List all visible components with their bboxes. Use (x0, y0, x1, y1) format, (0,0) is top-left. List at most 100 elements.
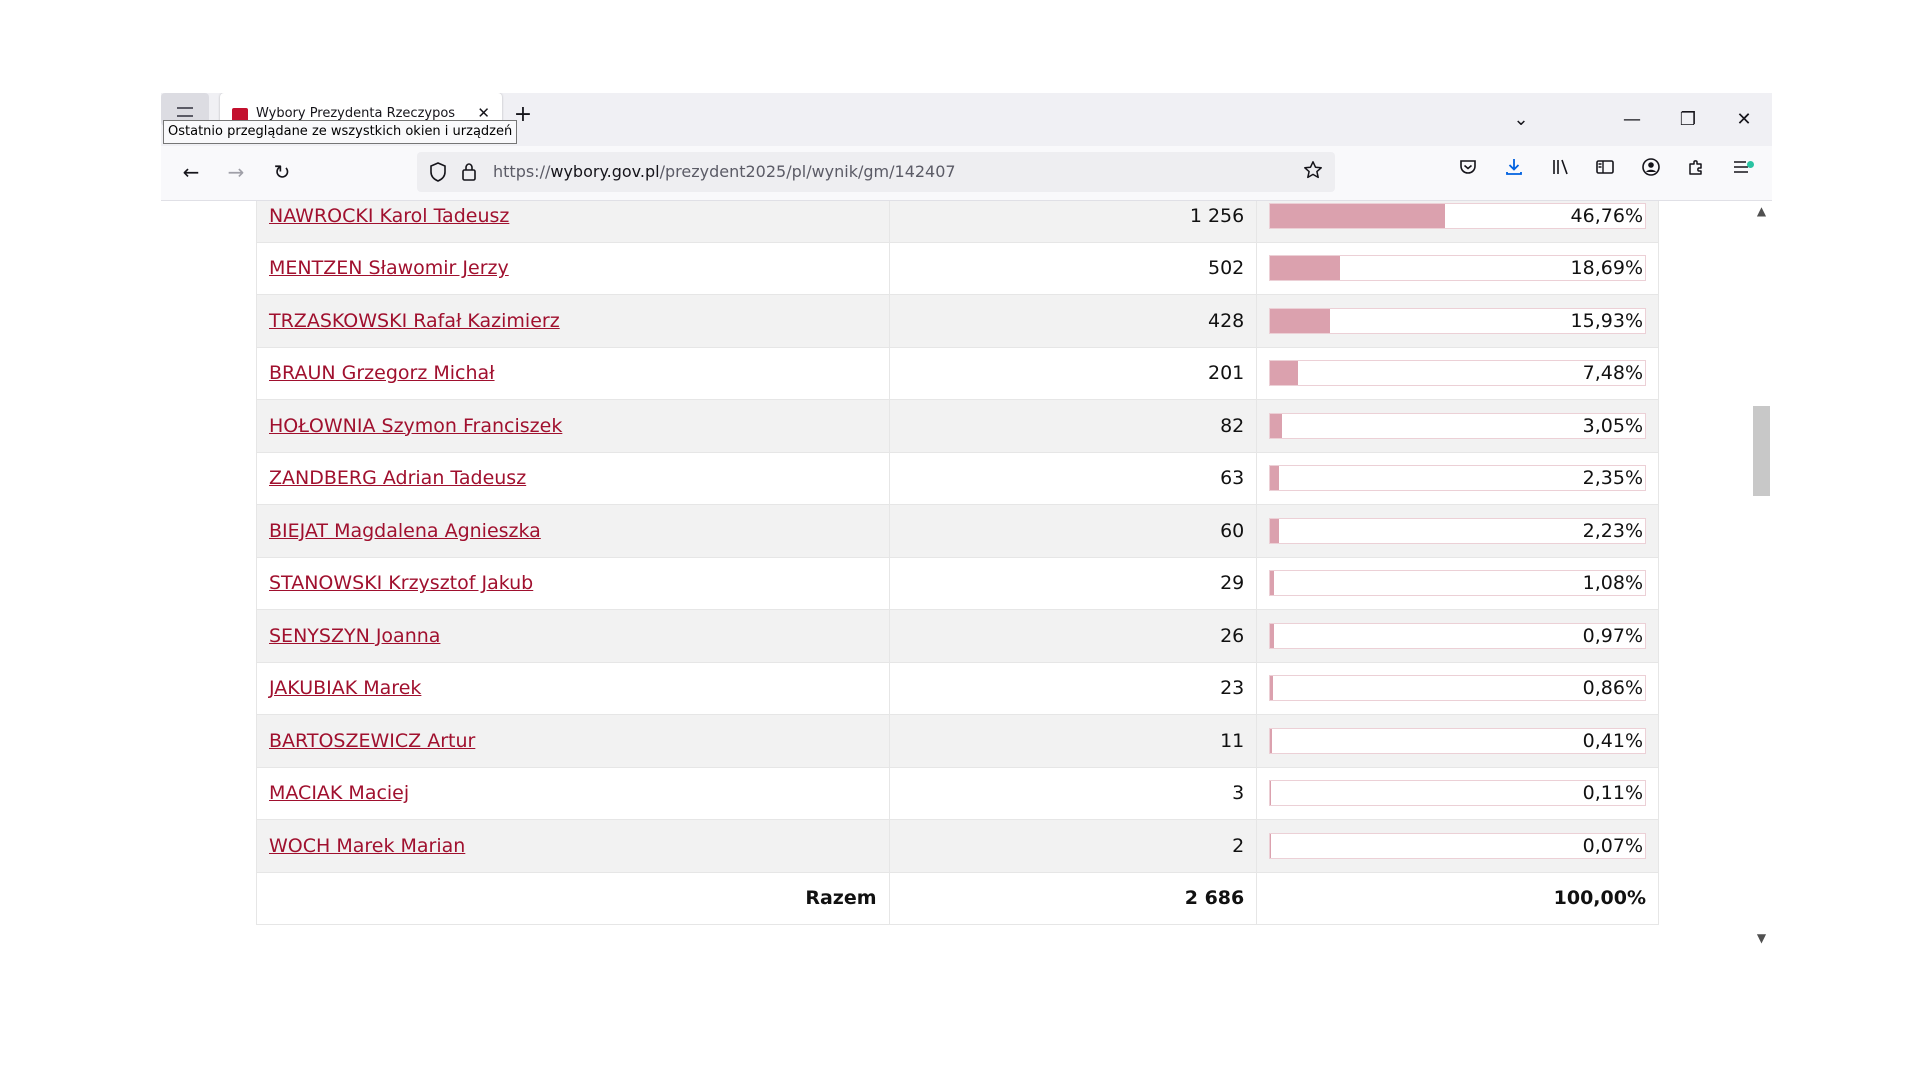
candidate-link[interactable]: STANOWSKI Krzysztof Jakub (269, 572, 534, 595)
scroll-up-icon[interactable]: ▲ (1756, 204, 1767, 218)
candidate-name-cell: WOCH Marek Marian (256, 819, 890, 873)
firefox-view-icon (177, 107, 193, 117)
candidate-link[interactable]: MENTZEN Sławomir Jerzy (269, 257, 509, 280)
percent-cell: 0,11% (1256, 766, 1659, 820)
percent-bar-fill (1270, 466, 1280, 491)
percent-bar-fill (1270, 728, 1272, 753)
votes-cell: 428 (888, 294, 1258, 348)
candidate-link[interactable]: WOCH Marek Marian (269, 834, 466, 857)
percent-bar: 0,11% (1269, 780, 1646, 807)
percent-bar: 15,93% (1269, 307, 1646, 334)
candidate-name-cell: SENYSZYN Joanna (256, 609, 890, 663)
close-window-button[interactable]: ✕ (1736, 109, 1752, 130)
percent-cell: 18,69% (1256, 241, 1659, 295)
percent-label: 18,69% (1570, 257, 1643, 280)
percent-cell: 2,23% (1256, 504, 1659, 558)
total-percent: 100,00% (1256, 871, 1659, 925)
tab-close-icon[interactable]: ✕ (477, 104, 490, 122)
url-domain: wybory.gov.pl (550, 162, 660, 181)
tab-strip: Wybory Prezydenta Rzeczypospolitej ✕ + O… (161, 93, 1772, 146)
sidebar-icon[interactable] (1590, 157, 1620, 187)
candidate-link[interactable]: JAKUBIAK Marek (269, 677, 422, 700)
percent-bar: 18,69% (1269, 255, 1646, 282)
new-tab-button[interactable]: + (513, 102, 533, 127)
percent-label: 2,35% (1582, 467, 1643, 490)
tooltip: Ostatnio przeglądane ze wszystkich okien… (163, 120, 518, 144)
url-bar[interactable]: https://wybory.gov.pl/prezydent2025/pl/w… (417, 152, 1335, 192)
percent-cell: 2,35% (1256, 451, 1659, 505)
percent-bar: 2,35% (1269, 465, 1646, 492)
bookmark-star-icon[interactable] (1301, 160, 1325, 184)
scroll-down-icon[interactable]: ▼ (1756, 931, 1767, 945)
percent-bar: 3,05% (1269, 412, 1646, 439)
candidate-name-cell: MACIAK Maciej (256, 766, 890, 820)
percent-bar: 0,86% (1269, 675, 1646, 702)
candidate-link[interactable]: SENYSZYN Joanna (269, 624, 441, 647)
minimize-button[interactable]: — (1623, 109, 1641, 130)
percent-bar-fill (1270, 676, 1274, 701)
votes-cell: 29 (888, 556, 1258, 610)
votes-cell: 2 (888, 819, 1258, 873)
table-row: SENYSZYN Joanna 26 0,97% (256, 609, 1659, 663)
candidate-name-cell: MENTZEN Sławomir Jerzy (256, 241, 890, 295)
percent-bar-fill (1270, 518, 1279, 543)
navigation-toolbar: ← → ↻ https://wybory.gov.pl/prezydent202… (161, 146, 1772, 201)
account-icon[interactable] (1636, 157, 1666, 187)
back-button[interactable]: ← (182, 160, 200, 184)
percent-bar: 7,48% (1269, 360, 1646, 387)
candidate-link[interactable]: MACIAK Maciej (269, 782, 410, 805)
url-path: /prezydent2025/pl/wynik/gm/142407 (659, 162, 956, 181)
percent-bar: 1,08% (1269, 570, 1646, 597)
library-icon[interactable] (1545, 157, 1575, 187)
percent-label: 0,41% (1582, 729, 1643, 752)
percent-bar: 2,23% (1269, 517, 1646, 544)
forward-button[interactable]: → (227, 160, 245, 184)
percent-bar: 46,76% (1269, 202, 1646, 229)
maximize-button[interactable]: ❐ (1679, 109, 1697, 130)
candidate-name-cell: HOŁOWNIA Szymon Franciszek (256, 399, 890, 453)
results-table: NAWROCKI Karol Tadeusz 1 256 46,76% MENTZEN… (256, 201, 1659, 925)
lock-icon[interactable] (459, 162, 479, 182)
downloads-icon[interactable] (1499, 157, 1529, 187)
candidate-link[interactable]: NAWROCKI Karol Tadeusz (269, 204, 510, 227)
votes-cell: 82 (888, 399, 1258, 453)
candidate-name-cell: BARTOSZEWICZ Artur (256, 714, 890, 768)
tab-title: Wybory Prezydenta Rzeczypospolitej (256, 106, 456, 121)
votes-cell: 502 (888, 241, 1258, 295)
percent-label: 0,07% (1582, 834, 1643, 857)
percent-bar-fill (1270, 361, 1299, 386)
table-row: ZANDBERG Adrian Tadeusz 63 2,35% (256, 451, 1659, 505)
percent-cell: 7,48% (1256, 346, 1659, 400)
reload-button[interactable]: ↻ (273, 160, 291, 184)
percent-cell: 0,97% (1256, 609, 1659, 663)
candidate-link[interactable]: TRZASKOWSKI Rafał Kazimierz (269, 309, 560, 332)
candidate-link[interactable]: HOŁOWNIA Szymon Franciszek (269, 414, 563, 437)
table-row: BRAUN Grzegorz Michał 201 7,48% (256, 346, 1659, 400)
pocket-icon[interactable] (1453, 157, 1483, 187)
votes-cell: 201 (888, 346, 1258, 400)
list-all-tabs-button[interactable]: ⌄ (1513, 109, 1529, 130)
candidate-link[interactable]: ZANDBERG Adrian Tadeusz (269, 467, 527, 490)
percent-label: 3,05% (1582, 414, 1643, 437)
table-row: WOCH Marek Marian 2 0,07% (256, 819, 1659, 873)
percent-label: 15,93% (1570, 309, 1643, 332)
votes-cell: 1 256 (888, 201, 1258, 243)
candidate-link[interactable]: BIEJAT Magdalena Agnieszka (269, 519, 541, 542)
table-row: MENTZEN Sławomir Jerzy 502 18,69% (256, 241, 1659, 295)
candidate-link[interactable]: BRAUN Grzegorz Michał (269, 362, 495, 385)
candidate-link[interactable]: BARTOSZEWICZ Artur (269, 729, 476, 752)
table-row: MACIAK Maciej 3 0,11% (256, 766, 1659, 820)
votes-cell: 60 (888, 504, 1258, 558)
vertical-scrollbar[interactable]: ▲ ▼ (1751, 201, 1772, 948)
candidate-name-cell: ZANDBERG Adrian Tadeusz (256, 451, 890, 505)
scrollbar-thumb[interactable] (1753, 406, 1770, 496)
candidate-name-cell: BRAUN Grzegorz Michał (256, 346, 890, 400)
shield-icon[interactable] (428, 162, 448, 182)
percent-cell: 0,07% (1256, 819, 1659, 873)
menu-icon[interactable] (1726, 157, 1756, 187)
percent-cell: 3,05% (1256, 399, 1659, 453)
percent-label: 7,48% (1582, 362, 1643, 385)
extensions-icon[interactable] (1681, 157, 1711, 187)
url-text[interactable]: https://wybory.gov.pl/prezydent2025/pl/w… (493, 162, 956, 182)
percent-bar-fill (1270, 623, 1274, 648)
